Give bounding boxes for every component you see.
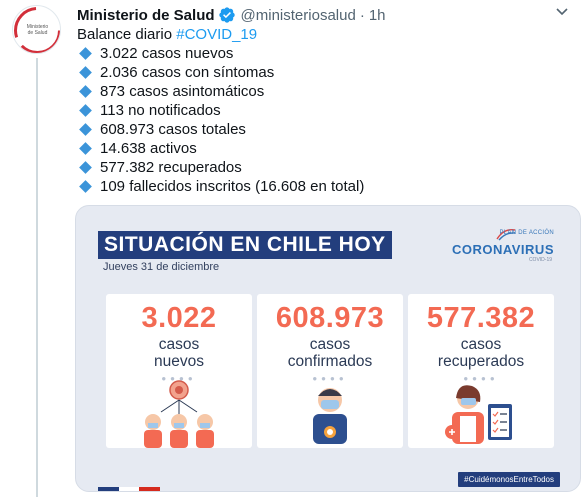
list-item: 113 no notificados (77, 101, 364, 120)
verified-badge-icon (218, 6, 236, 24)
stat-label-line1: casos (460, 336, 502, 353)
doctor-clipboard-icon (445, 385, 512, 444)
tweet-text-prefix: Balance diario (77, 26, 177, 43)
diamond-bullet-icon (79, 180, 92, 193)
diamond-bullet-icon (79, 142, 92, 155)
more-options-icon[interactable] (553, 2, 571, 20)
tweet-text: Balance diario #COVID_19 3.022 casos nue… (77, 25, 364, 196)
stat-card-confirmed: 608.973 casos confirmados ●●●● (257, 294, 403, 448)
avatar-text-line2: de Salud (28, 30, 48, 36)
report-date: Jueves 31 de diciembre (103, 261, 220, 273)
stat-card-recovered: 577.382 casos recuperados ●●●● (408, 294, 554, 448)
logo-swirl-icon (496, 229, 516, 241)
list-item-text: 577.382 recuperados (100, 159, 242, 176)
tweet-media-image[interactable]: SITUACIÓN EN CHILE HOY Jueves 31 de dici… (75, 205, 581, 492)
list-item-text: 873 casos asintomáticos (100, 83, 265, 100)
dots-divider-icon: ●●●● (161, 374, 197, 383)
stat-number: 577.382 (426, 302, 536, 334)
list-item: 2.036 casos con síntomas (77, 63, 364, 82)
ministry-logo-icon: Ministerio de Salud (14, 7, 60, 53)
stat-label-line1: casos (309, 336, 351, 353)
stat-number: 3.022 (141, 302, 217, 334)
diamond-bullet-icon (79, 123, 92, 136)
avatar-text-line1: Ministerio (27, 24, 49, 30)
flag-stripe (98, 487, 161, 491)
separator-dot: · (359, 6, 365, 24)
list-item: 14.638 activos (77, 139, 364, 158)
logo-plan-text: PLAN DE ACCIÓN (499, 230, 554, 236)
list-item: 577.382 recuperados (77, 158, 364, 177)
list-item-text: 14.638 activos (100, 140, 197, 157)
coronavirus-plan-logo: PLAN DE ACCIÓN CORONAVIRUS COVID-19 (451, 226, 554, 272)
list-item-text: 109 fallecidos inscritos (16.608 en tota… (100, 178, 365, 195)
list-item-text: 2.036 casos con síntomas (100, 64, 275, 81)
stat-label-line2: nuevos (154, 353, 204, 370)
campaign-hashtag-badge: #CuidémonosEntreTodos (458, 472, 560, 487)
list-item-text: 3.022 casos nuevos (100, 45, 234, 62)
diamond-bullet-icon (79, 104, 92, 117)
diamond-bullet-icon (79, 66, 92, 79)
list-item: 873 casos asintomáticos (77, 82, 364, 101)
person-mask-icon (313, 388, 347, 444)
list-item: 3.022 casos nuevos (77, 44, 364, 63)
stat-label-line2: confirmados (287, 353, 373, 370)
stat-label-line1: casos (158, 336, 200, 353)
tweet-timestamp[interactable]: 1h (368, 6, 386, 24)
dots-divider-icon: ●●●● (463, 374, 499, 383)
tweet-intro-line: Balance diario #COVID_19 (77, 25, 364, 44)
diamond-bullet-icon (79, 85, 92, 98)
list-item: 109 fallecidos inscritos (16.608 en tota… (77, 177, 364, 196)
diamond-bullet-icon (79, 161, 92, 174)
logo-main-text: CORONAVIRUS (451, 242, 554, 257)
stat-card-new-cases: 3.022 casos nuevos ●●●● (106, 294, 252, 448)
diamond-bullet-icon (79, 47, 92, 60)
list-item-text: 608.973 casos totales (100, 121, 246, 138)
bullet-list: 3.022 casos nuevos 2.036 casos con sínto… (77, 44, 364, 196)
stat-number: 608.973 (275, 302, 385, 334)
dots-divider-icon: ●●●● (312, 374, 348, 383)
people-virus-icon (144, 380, 214, 448)
tweet-header: Ministerio de Salud @ministeriosalud · 1… (77, 5, 386, 25)
thread-line (36, 58, 38, 497)
account-name[interactable]: Ministerio de Salud (77, 6, 215, 24)
logo-sub-text: COVID-19 (528, 257, 552, 263)
list-item-text: 113 no notificados (100, 102, 221, 119)
account-handle[interactable]: @ministeriosalud (240, 6, 356, 24)
stat-label-line2: recuperados (437, 353, 525, 370)
situation-banner: SITUACIÓN EN CHILE HOY (98, 231, 392, 259)
list-item: 608.973 casos totales (77, 120, 364, 139)
hashtag-link[interactable]: #COVID_19 (176, 26, 258, 43)
avatar[interactable]: Ministerio de Salud (12, 5, 61, 54)
